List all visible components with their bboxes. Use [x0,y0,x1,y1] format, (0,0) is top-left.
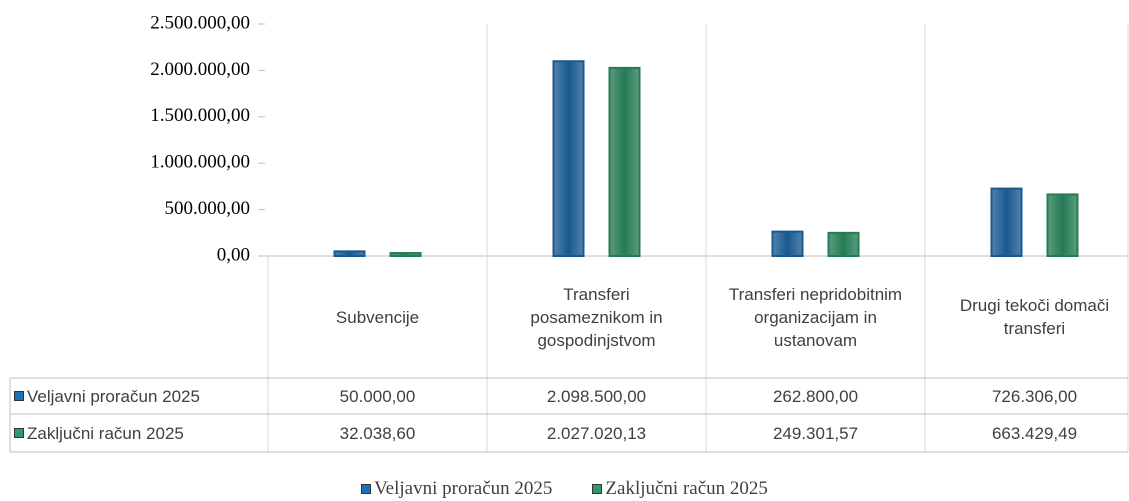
y-tick-label: 0,00 [217,244,250,265]
value-cell: 262.800,00 [772,386,859,406]
value-cell: 50.000,00 [339,386,416,406]
row-label-text: Zaključni račun 2025 [27,423,184,443]
row-label: Zaključni račun 2025 [10,414,268,452]
category-label: Subvencije [335,307,420,327]
legend-item: Veljavni proračun 2025 [361,478,552,500]
bar [389,252,422,258]
row-label-text: Veljavni proračun 2025 [27,386,200,406]
value-cell: 32.038,60 [339,423,416,443]
legend-swatch [14,391,24,401]
bar [1046,193,1079,258]
legend-label: Veljavni proračun 2025 [374,478,553,499]
category-label: Drugi tekoči domači transferi [959,296,1110,338]
y-tick-label: 1.500.000,00 [150,105,250,126]
category-label: Transferi nepridobitnim organizacijam in… [728,284,903,350]
bar [827,231,860,257]
legend-swatch [14,428,24,438]
value-cell: 249.301,57 [772,423,859,443]
y-tick-label: 500.000,00 [165,198,251,219]
legend-item: Zaključni račun 2025 [592,478,768,500]
bar [990,187,1023,257]
bar [771,230,804,258]
y-tick-label: 1.000.000,00 [150,152,250,173]
value-cell: 663.429,49 [991,423,1078,443]
value-cell: 726.306,00 [991,386,1078,406]
value-cell: 2.098.500,00 [546,386,647,406]
bar [552,60,585,257]
y-tick-label: 2.000.000,00 [150,59,250,80]
legend-swatch [361,484,372,494]
bar [608,66,641,257]
row-label: Veljavni proračun 2025 [10,378,268,414]
value-cell: 2.027.020,13 [546,423,647,443]
legend-swatch [592,484,603,494]
bar [333,250,366,258]
y-tick-label: 2.500.000,00 [150,12,250,33]
legend-label: Zaključni račun 2025 [605,478,768,499]
legend: Veljavni proračun 2025 Zaključni račun 20… [0,478,1129,500]
category-label: Transferi posameznikom in gospodinjstvom [530,284,663,350]
